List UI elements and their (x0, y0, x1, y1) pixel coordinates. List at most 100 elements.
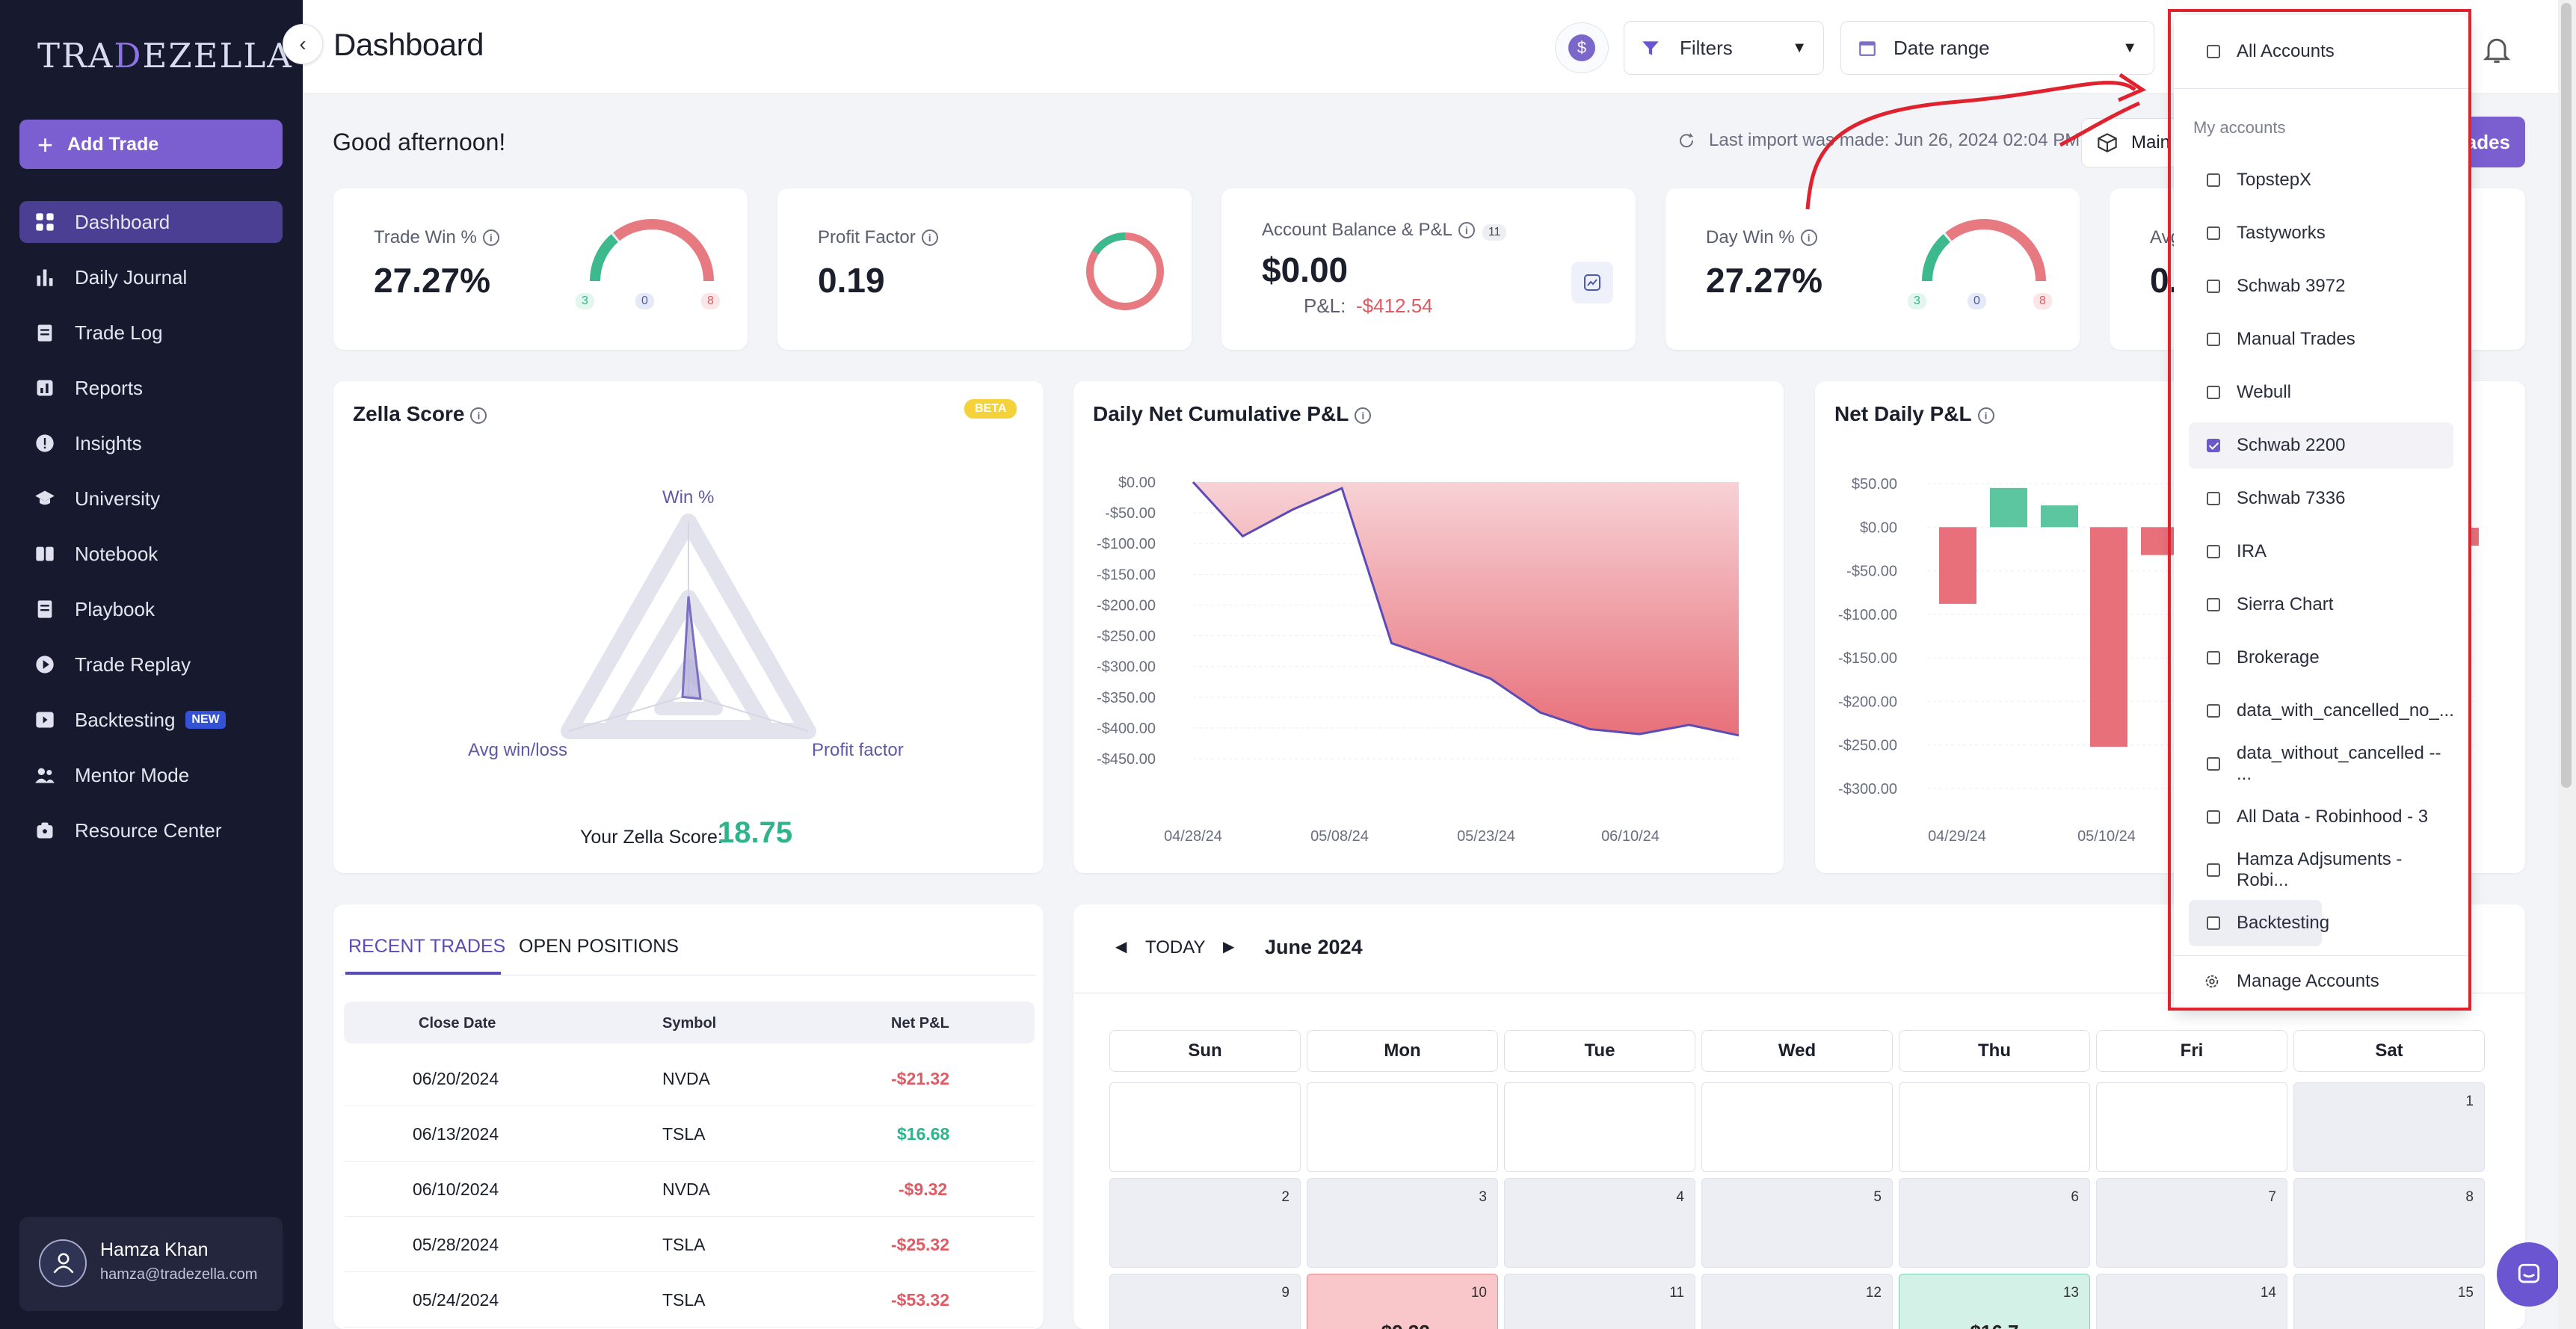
checkbox[interactable] (2207, 757, 2220, 771)
account-option[interactable]: data_with_cancelled_no_... (2189, 688, 2454, 734)
sidebar-item-daily-journal[interactable]: Daily Journal (19, 256, 283, 298)
account-option[interactable]: Tastyworks (2189, 210, 2453, 256)
sidebar-item-dashboard[interactable]: Dashboard (19, 201, 283, 243)
date-range-button[interactable]: Date range ▼ (1840, 21, 2154, 75)
sidebar-item-insights[interactable]: Insights (19, 422, 283, 464)
scrollbar[interactable] (2558, 0, 2576, 1329)
sidebar-item-reports[interactable]: Reports (19, 367, 283, 409)
all-accounts-option[interactable]: All Accounts (2189, 28, 2453, 75)
account-option[interactable]: IRA (2189, 528, 2453, 575)
bar-chart-icon (37, 269, 53, 286)
checkbox[interactable] (2207, 439, 2220, 452)
sidebar-item-university[interactable]: University (19, 478, 283, 519)
gauge-losses-arc (1945, 219, 2046, 282)
sidebar-item-trade-log[interactable]: Trade Log (19, 312, 283, 354)
calendar-day[interactable]: 5 (1701, 1178, 1893, 1268)
checkbox[interactable] (2207, 280, 2220, 293)
calendar-day[interactable]: 8 (2293, 1178, 2485, 1268)
calendar-day[interactable]: 11 (1504, 1274, 1695, 1329)
account-option[interactable]: TopstepX (2189, 157, 2453, 203)
account-option[interactable]: Sierra Chart (2189, 582, 2453, 628)
calendar-day[interactable] (1504, 1082, 1695, 1172)
table-row[interactable]: 06/13/2024 TSLA $16.68 (344, 1106, 1035, 1162)
account-option[interactable]: All Data - Robinhood - 3 (2189, 794, 2453, 840)
info-icon[interactable]: i (482, 229, 499, 246)
balance-chart-button[interactable] (1571, 262, 1613, 303)
calendar-day[interactable]: 13$16.7 (1899, 1274, 2090, 1329)
calendar-day[interactable] (2096, 1082, 2287, 1172)
add-trade-button[interactable]: + Add Trade (19, 120, 283, 169)
table-row[interactable]: 05/24/2024 TSLA -$53.32 (344, 1272, 1035, 1328)
account-option[interactable]: Schwab 2200 (2189, 422, 2453, 469)
currency-button[interactable]: $ (1555, 22, 1609, 73)
table-row[interactable]: 06/10/2024 NVDA -$9.32 (344, 1162, 1035, 1217)
calendar-day[interactable]: 7 (2096, 1178, 2287, 1268)
account-option[interactable]: Backtesting (2189, 900, 2329, 946)
account-option[interactable]: data_without_cancelled -- ... (2189, 741, 2453, 787)
checkbox[interactable] (2207, 386, 2220, 399)
info-icon[interactable]: i (470, 407, 487, 424)
sidebar-item-playbook[interactable]: Playbook (19, 588, 283, 630)
info-icon[interactable]: i (1355, 407, 1372, 424)
calendar-day[interactable] (1899, 1082, 2090, 1172)
checkbox[interactable] (2207, 492, 2220, 505)
account-option[interactable]: Webull (2189, 369, 2453, 416)
sidebar-item-notebook[interactable]: Notebook (19, 533, 283, 575)
info-icon[interactable]: i (921, 229, 938, 246)
calendar-day[interactable] (1109, 1082, 1301, 1172)
checkbox[interactable] (2207, 545, 2220, 558)
calendar-day[interactable] (1307, 1082, 1498, 1172)
refresh-icon[interactable] (1677, 132, 1695, 149)
account-option[interactable]: Hamza Adjsuments - Robi... (2189, 847, 2453, 893)
table-row[interactable]: 06/20/2024 NVDA -$21.32 (344, 1051, 1035, 1106)
active-tab-underline (345, 972, 501, 975)
prev-month-button[interactable]: ◀ (1115, 939, 1127, 955)
checkbox[interactable] (2207, 45, 2220, 58)
account-option[interactable]: Schwab 7336 (2189, 475, 2453, 522)
account-option[interactable]: Manual Trades (2189, 316, 2453, 363)
chat-button[interactable] (2497, 1242, 2561, 1307)
sidebar-item-backtesting[interactable]: Backtesting NEW (19, 699, 283, 741)
calendar-day[interactable]: 3 (1307, 1178, 1498, 1268)
calendar-day[interactable]: 12 (1701, 1274, 1893, 1329)
sidebar-item-trade-replay[interactable]: Trade Replay (19, 644, 283, 685)
manage-accounts-option[interactable]: Manage Accounts (2189, 958, 2453, 1005)
table-row[interactable]: 05/28/2024 TSLA -$25.32 (344, 1217, 1035, 1272)
account-option[interactable]: Schwab 3972 (2189, 263, 2453, 309)
calendar-day[interactable]: 15 (2293, 1274, 2485, 1329)
calendar-day[interactable]: 10-$9.32 (1307, 1274, 1498, 1329)
calendar-day[interactable]: 4 (1504, 1178, 1695, 1268)
checkbox[interactable] (2207, 226, 2220, 240)
info-icon[interactable]: i (1458, 222, 1475, 238)
info-icon[interactable]: i (1800, 229, 1817, 246)
today-button[interactable]: TODAY (1145, 937, 1206, 958)
calendar-day[interactable]: 9 (1109, 1274, 1301, 1329)
avatar[interactable] (39, 1239, 87, 1287)
calendar-day[interactable]: 6 (1899, 1178, 2090, 1268)
brand-logo[interactable]: TRADEZELLA (37, 36, 293, 75)
user-profile-card[interactable]: Hamza Khan hamza@tradezella.com (19, 1217, 283, 1311)
checkbox[interactable] (2207, 810, 2220, 824)
checkbox[interactable] (2207, 916, 2220, 930)
next-month-button[interactable]: ▶ (1223, 939, 1235, 955)
checkbox[interactable] (2207, 173, 2220, 187)
checkbox[interactable] (2207, 598, 2220, 611)
sidebar-item-resource-center[interactable]: Resource Center (19, 810, 283, 851)
checkbox[interactable] (2207, 333, 2220, 346)
account-option[interactable]: Brokerage (2189, 635, 2453, 681)
checkbox[interactable] (2207, 651, 2220, 664)
tab-open-positions[interactable]: OPEN POSITIONS (519, 936, 679, 957)
checkbox[interactable] (2207, 704, 2220, 718)
collapse-sidebar-button[interactable]: ‹ (283, 24, 323, 64)
info-icon[interactable]: i (1977, 407, 1994, 424)
calendar-day[interactable]: 1 (2293, 1082, 2485, 1172)
bell-icon[interactable] (2480, 33, 2513, 66)
checkbox[interactable] (2207, 863, 2220, 877)
filters-button[interactable]: Filters ▼ (1624, 21, 1824, 75)
sidebar-item-mentor-mode[interactable]: Mentor Mode (19, 754, 283, 796)
scrollbar-thumb[interactable] (2561, 3, 2572, 788)
tab-recent-trades[interactable]: RECENT TRADES (348, 936, 506, 957)
calendar-day[interactable] (1701, 1082, 1893, 1172)
calendar-day[interactable]: 2 (1109, 1178, 1301, 1268)
calendar-day[interactable]: 14 (2096, 1274, 2287, 1329)
